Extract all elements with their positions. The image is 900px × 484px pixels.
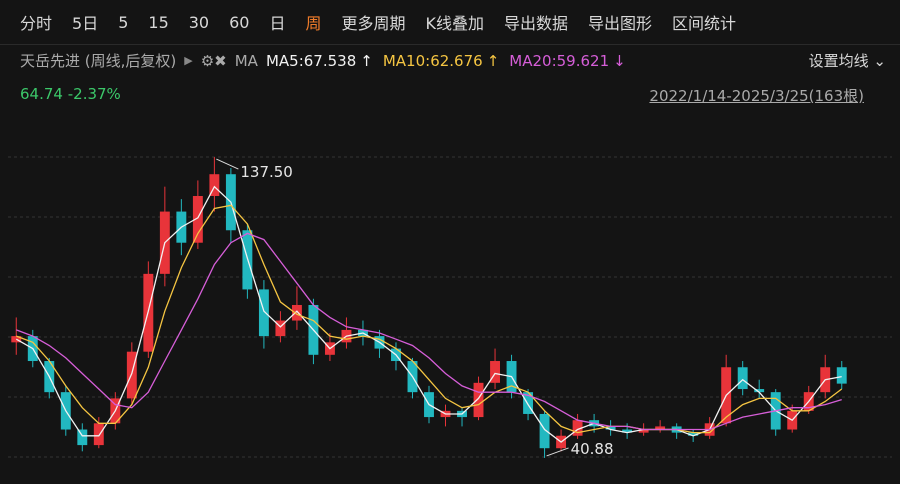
toolbar-item[interactable]: 15 xyxy=(148,12,169,32)
legend: MA5:67.538 ↑ MA10:62.676 ↑ MA20:59.621 ↓ xyxy=(266,52,626,70)
legend-row: 天岳先进 (周线,后复权) ▶ ⚙✖ MA MA5:67.538 ↑ MA10:62… xyxy=(20,50,626,71)
toolbar-item[interactable]: 5日 xyxy=(72,14,99,33)
toolbar-item[interactable]: 分时 xyxy=(20,14,53,33)
last-price: 64.74 xyxy=(20,85,63,103)
legend-arrow: ↑ xyxy=(486,51,500,70)
legend-value: 67.538 xyxy=(303,51,357,70)
ma-line xyxy=(15,185,842,443)
candle-body xyxy=(655,426,666,430)
legend-arrow: ↓ xyxy=(613,51,626,70)
legend-value: 62.676 xyxy=(430,51,483,70)
legend-entry: MA5:67.538 ↑ xyxy=(265,51,373,70)
change: -2.37% xyxy=(67,85,121,103)
annotation-arrow xyxy=(546,447,569,457)
annotation-label: 40.88 xyxy=(571,440,614,458)
ma-line xyxy=(16,232,842,431)
legend-name: MA10 xyxy=(382,51,426,70)
candle-body xyxy=(737,367,748,390)
annotation-arrow xyxy=(216,158,239,170)
candle-body xyxy=(275,320,286,337)
ma-settings-text: 设置均线 xyxy=(808,52,869,70)
candle-body xyxy=(836,367,847,384)
toolbar-item[interactable]: 5 xyxy=(118,12,129,32)
ma-line xyxy=(16,204,843,434)
candle-body xyxy=(209,174,220,197)
legend-entry: MA10:62.676 ↑ xyxy=(382,51,500,70)
candle-body xyxy=(572,420,583,436)
toolbar: 分时 5日 5 15 30 60 日周更多周期 K线叠加 导出数据 导出图形 区间统计 xyxy=(0,0,900,45)
toolbar-item[interactable]: 导出图形 xyxy=(588,14,653,33)
candle-body xyxy=(754,389,765,393)
expand-arrow[interactable]: ▶ xyxy=(184,54,193,67)
candle-body xyxy=(622,429,633,433)
candle-body xyxy=(192,196,203,243)
candle-body xyxy=(77,429,88,446)
legend-name: MA20 xyxy=(509,51,552,70)
toolbar-item[interactable]: 区间统计 xyxy=(672,14,737,33)
toolbar-item[interactable]: 30 xyxy=(188,12,210,32)
candle-body xyxy=(605,426,616,430)
candle-body xyxy=(473,382,484,418)
legend-arrow: ↑ xyxy=(360,51,373,70)
toolbar-item[interactable]: 60 xyxy=(229,12,250,32)
candle-body xyxy=(258,289,269,337)
candle-body xyxy=(490,361,500,383)
candle-body xyxy=(523,392,534,414)
toolbar-item[interactable]: K线叠加 xyxy=(425,14,485,33)
legend-entry: MA20:59.621 ↓ xyxy=(509,51,626,70)
candle-body xyxy=(688,432,699,436)
ma-settings[interactable]: 设置均线 ⌄ xyxy=(808,52,886,70)
stock-title: 天岳先进 (周线,后复权) xyxy=(20,52,177,70)
gear-icon[interactable]: ⚙✖ xyxy=(200,51,227,70)
toolbar-item[interactable]: 导出数据 xyxy=(504,14,569,33)
legend-name: MA5 xyxy=(265,51,299,70)
toolbar-item[interactable]: 日 xyxy=(269,14,286,33)
range-text: 2022/1/14-2025/3/25(163根) xyxy=(649,87,864,105)
candle-body xyxy=(291,304,302,321)
candle-body xyxy=(11,336,22,343)
annotation-label: 137.50 xyxy=(240,163,293,181)
candle-body xyxy=(638,429,649,433)
ma-label: MA xyxy=(234,51,258,70)
toolbar-item[interactable]: 周 xyxy=(305,14,322,33)
price-row: 64.74 -2.37% xyxy=(20,85,121,103)
toolbar-item[interactable]: 更多周期 xyxy=(341,14,406,33)
legend-value: 59.621 xyxy=(556,51,610,70)
candle-body xyxy=(93,423,104,446)
candle-body xyxy=(539,413,550,449)
